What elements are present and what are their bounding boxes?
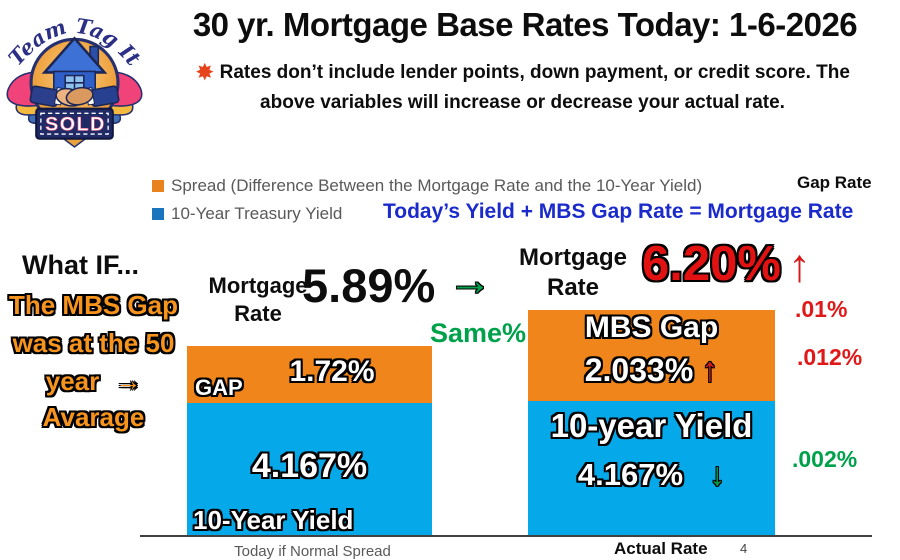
right-gap-value-row: 2.033% ↑ xyxy=(528,351,775,390)
team-tag-it-logo: SOLD Team Tag It xyxy=(4,14,146,148)
left-category-label: Today if Normal Spread xyxy=(234,543,391,560)
left-yield-segment: 4.167% 10-Year Yield xyxy=(187,403,432,536)
right-gap-segment: MBS Gap 2.033% ↑ xyxy=(528,310,775,401)
what-if-line1: The MBS Gap xyxy=(8,290,178,320)
legend-treasury-label: 10-Year Treasury Yield xyxy=(171,204,343,223)
what-if-line4: Avarage xyxy=(42,402,145,432)
left-mortgage-rate-label: Mortgage Rate xyxy=(208,273,308,326)
right-gap-label: MBS Gap xyxy=(584,311,719,344)
orange-right-arrow-icon: → xyxy=(115,366,142,396)
subtitle-line2: above variables will increase or decreas… xyxy=(260,92,785,114)
rate-formula-text: Today’s Yield + MBS Gap Rate = Mortgage … xyxy=(383,200,854,223)
sold-text: SOLD xyxy=(45,113,106,135)
legend-row-spread: Spread (Difference Between the Mortgage … xyxy=(152,176,792,196)
left-yield-label: 10-Year Yield xyxy=(193,505,354,535)
gap-rate-label: Gap Rate xyxy=(797,173,872,192)
subtitle-line1: ✸ Rates don’t include lender points, dow… xyxy=(195,59,850,85)
left-mortgage-rate-value: 5.89% xyxy=(302,259,436,312)
right-stacked-bar: MBS Gap 2.033% ↑ 10-year Yield 4.167% ↓ xyxy=(528,310,775,536)
right-yield-segment: 10-year Yield 4.167% ↓ xyxy=(528,401,775,536)
page-number: 4 xyxy=(740,541,748,556)
green-right-arrow-icon: → xyxy=(448,256,492,305)
treasury-swatch-icon xyxy=(152,208,164,220)
what-if-line2: was at the 50 xyxy=(12,328,175,358)
page-title: 30 yr. Mortgage Base Rates Today: 1-6-20… xyxy=(192,6,858,43)
left-stacked-bar: 1.72% GAP 4.167% 10-Year Yield xyxy=(187,346,432,536)
left-gap-segment: 1.72% GAP xyxy=(187,346,432,403)
gap-up-arrow-icon: ↑ xyxy=(701,351,719,389)
red-up-arrow-icon: ↑ xyxy=(788,239,811,291)
left-gap-label: GAP xyxy=(195,375,243,400)
right-mortgage-rate-label: Mortgage Rate xyxy=(519,244,627,301)
burst-icon: ✸ xyxy=(195,59,215,85)
left-yield-value: 4.167% xyxy=(251,447,368,485)
right-yield-value-row: 4.167% ↓ xyxy=(528,456,775,493)
spread-swatch-icon xyxy=(152,180,164,192)
handshake-icon xyxy=(29,85,120,108)
right-category-label: Actual Rate xyxy=(614,539,708,558)
mbs-gap-change: .012% xyxy=(797,344,863,370)
x-axis-line xyxy=(140,535,872,537)
subtitle: ✸ Rates don’t include lender points, dow… xyxy=(160,56,885,117)
mortgage-rate-change: .01% xyxy=(795,296,848,322)
what-if-heading: What IF... xyxy=(22,250,139,280)
yield-change: .002% xyxy=(792,446,858,472)
what-if-line3: year → xyxy=(45,366,142,396)
right-yield-value: 4.167% xyxy=(577,456,684,492)
yield-down-arrow-icon: ↓ xyxy=(709,456,726,492)
same-percent-label: Same% xyxy=(430,318,527,348)
right-mortgage-rate-value: 6.20% xyxy=(642,237,781,291)
right-gap-value: 2.033% xyxy=(584,352,694,388)
legend-spread-label: Spread (Difference Between the Mortgage … xyxy=(171,176,703,195)
sold-badge: SOLD xyxy=(35,107,114,148)
legend-row-treasury: 10-Year Treasury Yield xyxy=(152,204,342,224)
right-yield-label: 10-year Yield xyxy=(550,407,753,444)
left-gap-value: 1.72% xyxy=(289,355,375,388)
